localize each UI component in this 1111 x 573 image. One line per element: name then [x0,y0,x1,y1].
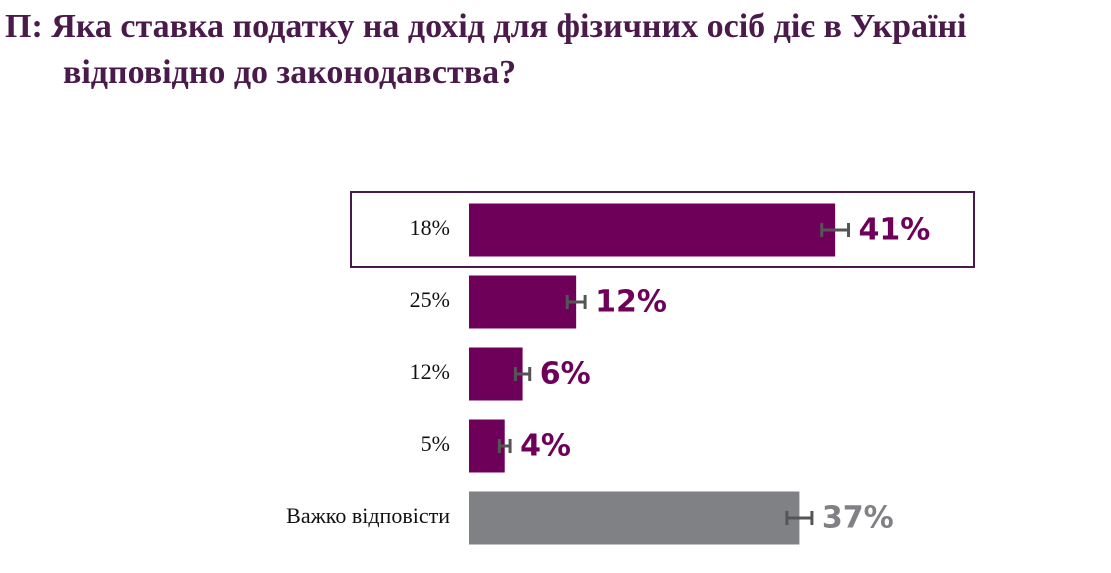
category-label: 18% [410,215,450,240]
highlight-box [350,191,975,268]
value-label: 41% [859,213,931,248]
value-label: 37% [822,501,894,536]
category-label: 25% [410,287,450,312]
bar [469,275,577,329]
value-label: 6% [540,357,591,392]
category-label: 12% [410,359,450,384]
chart-title: П: Яка ставка податку на дохід для фізич… [5,8,967,91]
bar [469,203,836,257]
category-label: Важко відповісти [286,503,450,528]
category-label: 5% [421,431,450,456]
value-label: 12% [595,285,667,320]
value-label: 4% [520,429,571,464]
bar [469,491,800,545]
bar [469,347,523,401]
